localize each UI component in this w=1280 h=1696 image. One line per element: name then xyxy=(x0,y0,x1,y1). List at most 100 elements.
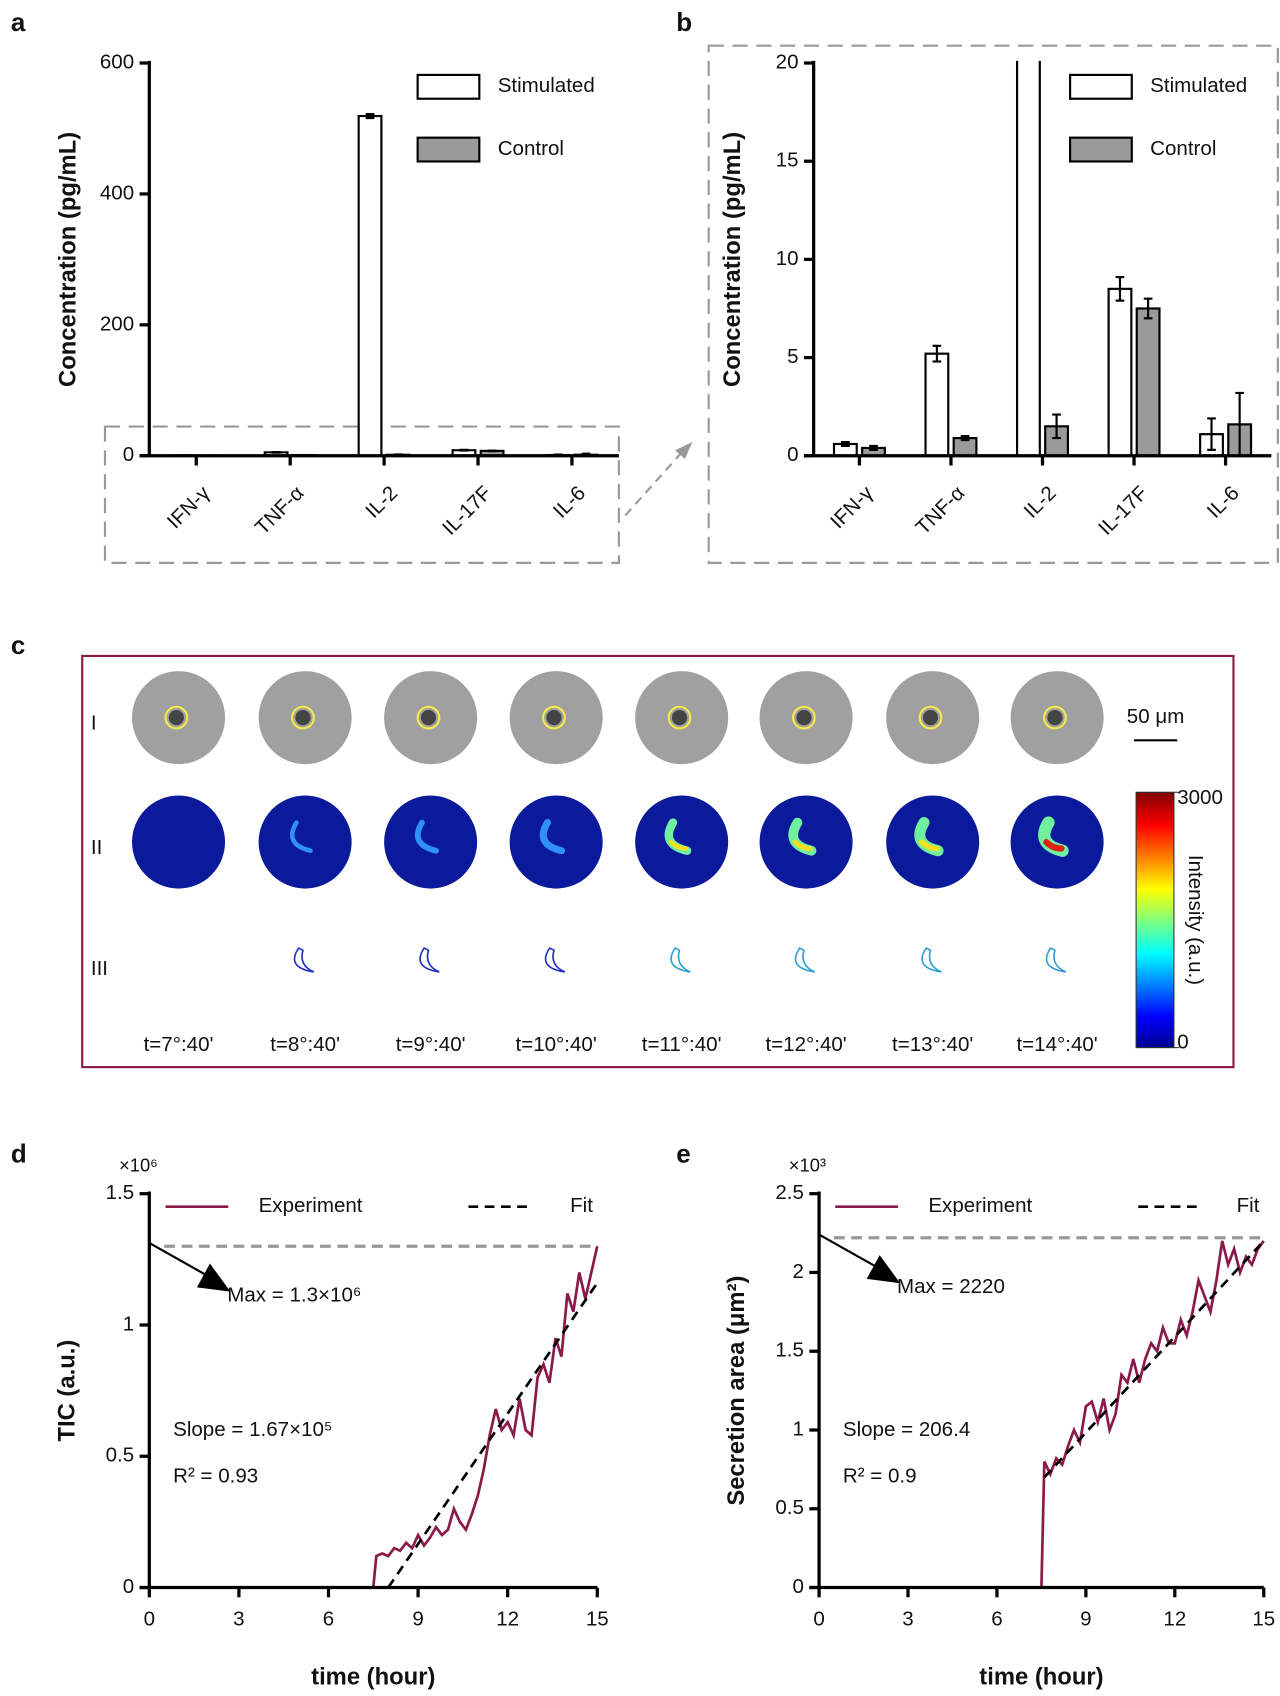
y-tick-label: 2.5 xyxy=(775,1181,804,1204)
x-tick-label: IL-17F xyxy=(1094,482,1152,540)
cell xyxy=(1047,710,1063,726)
contour xyxy=(293,947,315,973)
error-bar xyxy=(1143,297,1153,320)
x-tick-label: TNF-α xyxy=(251,481,309,539)
intensity-image xyxy=(509,795,603,889)
cell-contour xyxy=(291,705,315,730)
series-line xyxy=(371,1245,599,1588)
cell xyxy=(922,710,939,726)
colorbar-tick-label: 0 xyxy=(1177,1031,1188,1054)
cell xyxy=(168,710,184,726)
cell-contour xyxy=(416,705,441,730)
legend-label: Control xyxy=(1150,137,1216,160)
x-tick-label: 3 xyxy=(902,1607,913,1630)
y-tick-label: 0.5 xyxy=(775,1496,804,1519)
cell xyxy=(420,710,437,726)
legend-label: Experiment xyxy=(259,1194,363,1217)
cell xyxy=(671,710,688,726)
annotation: Max = 1.3×10⁶ xyxy=(227,1283,361,1306)
series-line xyxy=(1043,1240,1265,1479)
zoom-arrow xyxy=(624,451,683,517)
y-tick-label: 1.5 xyxy=(775,1339,804,1362)
y-axis-title: TIC (a.u.) xyxy=(53,1340,80,1442)
annotation: R² = 0.9 xyxy=(843,1465,917,1488)
x-tick-label: IFN-γ xyxy=(826,481,878,533)
contour xyxy=(419,947,440,973)
colorbar-tick-label: 3000 xyxy=(1177,786,1223,809)
secretion-blob xyxy=(290,820,313,853)
y-axis-title: Concentration (pg/mL) xyxy=(55,132,82,387)
contour xyxy=(544,947,566,973)
y-tick-label: 2 xyxy=(792,1260,803,1283)
cell-contour xyxy=(918,705,943,730)
max-arrow xyxy=(148,1242,210,1278)
panel-label: a xyxy=(11,7,26,37)
time-label: t=8°:40' xyxy=(270,1033,340,1056)
legend-swatch xyxy=(1069,136,1133,163)
panel-label: b xyxy=(676,7,692,37)
y-tick-label: 1 xyxy=(123,1312,134,1335)
annotation: Slope = 1.67×10⁵ xyxy=(173,1418,332,1441)
x-tick-label: IFN-γ xyxy=(163,481,215,533)
intensity-image xyxy=(1010,795,1104,889)
legend-label: Stimulated xyxy=(1150,74,1247,97)
legend-swatch xyxy=(416,136,481,163)
time-label: t=10°:40' xyxy=(516,1033,597,1056)
y-tick-label: 10 xyxy=(776,247,799,270)
row-label: III xyxy=(91,957,108,980)
legend-label: Fit xyxy=(1237,1194,1260,1217)
error-bar xyxy=(365,112,375,120)
y-tick-label: 0 xyxy=(792,1575,803,1598)
x-tick-label: 12 xyxy=(1163,1607,1186,1630)
contour xyxy=(794,947,816,973)
legend-label: Stimulated xyxy=(498,74,595,97)
y-axis-title: Concentration (pg/mL) xyxy=(719,132,746,387)
cell xyxy=(796,710,812,726)
x-tick-label: 9 xyxy=(412,1607,423,1630)
time-label: t=12°:40' xyxy=(765,1033,846,1056)
error-bar xyxy=(1052,413,1061,440)
cell-contour xyxy=(792,705,816,730)
scale-bar-label: 50 μm xyxy=(1127,705,1185,728)
x-axis-title: time (hour) xyxy=(979,1664,1103,1691)
intensity-image xyxy=(258,795,352,889)
x-tick-label: 15 xyxy=(1252,1607,1275,1630)
max-arrow-head xyxy=(866,1255,901,1284)
error-bar xyxy=(487,449,497,453)
time-label: t=7°:40' xyxy=(144,1033,214,1056)
x-tick-label: 3 xyxy=(233,1607,244,1630)
cell-contour xyxy=(1043,705,1067,730)
secretion-blob xyxy=(539,819,566,855)
bar xyxy=(1135,307,1161,456)
error-bar xyxy=(841,440,850,448)
secretion-blob xyxy=(414,819,439,854)
max-arrow xyxy=(818,1233,880,1270)
legend-swatch xyxy=(1069,73,1133,100)
x-tick-label: 12 xyxy=(496,1607,519,1630)
y-tick-label: 0 xyxy=(787,443,798,466)
bar xyxy=(1107,287,1133,456)
zoom-box xyxy=(103,425,620,564)
time-label: t=11°:40' xyxy=(642,1033,722,1056)
legend-label: Experiment xyxy=(928,1194,1032,1217)
secretion-core xyxy=(1043,838,1065,852)
cell-contour xyxy=(542,705,566,730)
panel-c-frame xyxy=(81,654,1235,1069)
time-label: t=9°:40' xyxy=(396,1033,466,1056)
x-tick-label: TNF-α xyxy=(911,481,969,539)
cell xyxy=(295,710,311,726)
y-tick-label: 15 xyxy=(776,149,799,172)
x-tick-label: 15 xyxy=(586,1607,609,1630)
y-tick-label: 20 xyxy=(776,50,799,73)
intensity-image xyxy=(886,795,980,889)
time-label: t=14°:40' xyxy=(1016,1033,1097,1056)
x-tick-label: 0 xyxy=(813,1607,824,1630)
cell-contour xyxy=(667,705,692,730)
contour xyxy=(1045,947,1067,973)
secretion-core xyxy=(668,839,689,851)
contour xyxy=(670,947,691,973)
error-bar xyxy=(869,444,878,451)
y-tick-label: 1 xyxy=(792,1417,803,1440)
colorbar-title: Intensity (a.u.) xyxy=(1184,855,1207,985)
series-line xyxy=(1040,1240,1265,1588)
